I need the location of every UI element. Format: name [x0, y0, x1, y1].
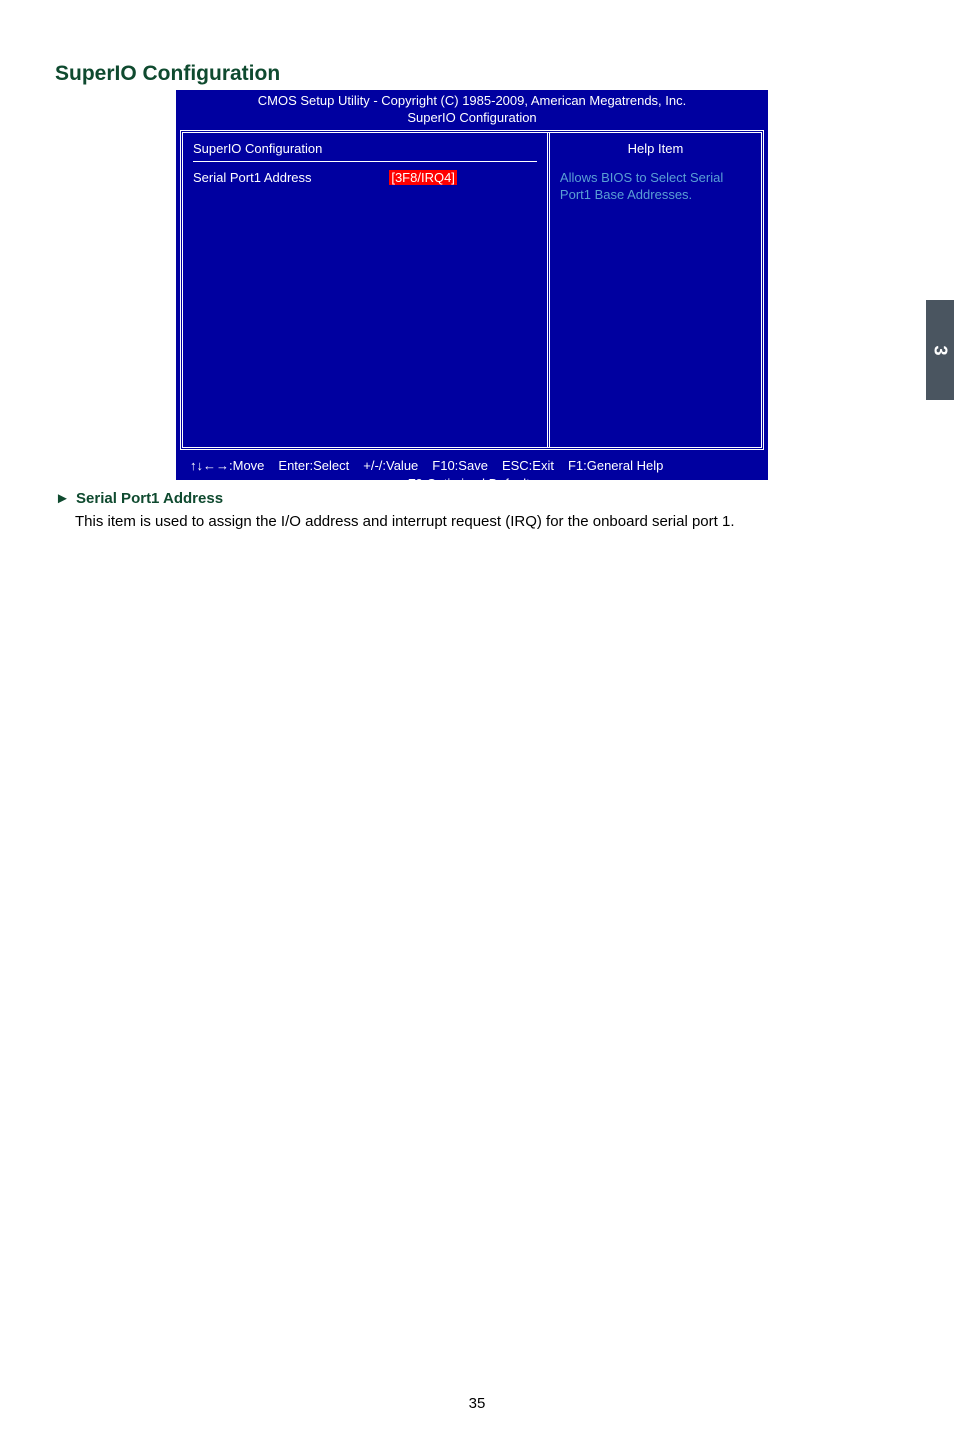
bios-key-help: F1:General Help [568, 457, 663, 475]
bios-key-select: Enter:Select [278, 457, 349, 475]
bios-key-save: F10:Save [432, 457, 488, 475]
description-heading-text: Serial Port1 Address [76, 490, 223, 507]
bios-help-text: Allows BIOS to Select Serial Port1 Base … [560, 170, 751, 204]
bios-header: CMOS Setup Utility - Copyright (C) 1985-… [176, 90, 768, 128]
bios-footer-keys: ↑↓←→:Move Enter:Select +/-/:Value F10:Sa… [186, 457, 758, 475]
page-number: 35 [0, 1395, 954, 1412]
bios-screenshot: CMOS Setup Utility - Copyright (C) 1985-… [176, 90, 768, 480]
bios-screen-title: SuperIO Configuration [176, 110, 768, 127]
bios-setting-row: Serial Port1 Address [3F8/IRQ4] [193, 170, 537, 185]
description-text: This item is used to assign the I/O addr… [75, 511, 922, 534]
bios-key-exit: ESC:Exit [502, 457, 554, 475]
bios-help-title: Help Item [560, 141, 751, 170]
bios-body: SuperIO Configuration Serial Port1 Addre… [180, 130, 764, 450]
bios-section-title: SuperIO Configuration [193, 141, 537, 162]
bios-setting-value: [3F8/IRQ4] [389, 170, 457, 185]
bios-settings-panel: SuperIO Configuration Serial Port1 Addre… [183, 133, 550, 447]
bios-help-panel: Help Item Allows BIOS to Select Serial P… [550, 133, 761, 447]
description-section: ► Serial Port1 Address This item is used… [55, 490, 922, 534]
bios-key-move: ↑↓←→:Move [190, 457, 264, 475]
bios-copyright: CMOS Setup Utility - Copyright (C) 1985-… [176, 93, 768, 110]
bios-key-value: +/-/:Value [363, 457, 418, 475]
description-heading: ► Serial Port1 Address [55, 490, 922, 507]
bios-setting-label: Serial Port1 Address [193, 170, 389, 185]
chapter-number: 3 [929, 345, 950, 355]
page-title: SuperIO Configuration [55, 62, 280, 86]
chapter-tab: 3 [926, 300, 954, 400]
arrow-icon: ► [55, 490, 70, 507]
